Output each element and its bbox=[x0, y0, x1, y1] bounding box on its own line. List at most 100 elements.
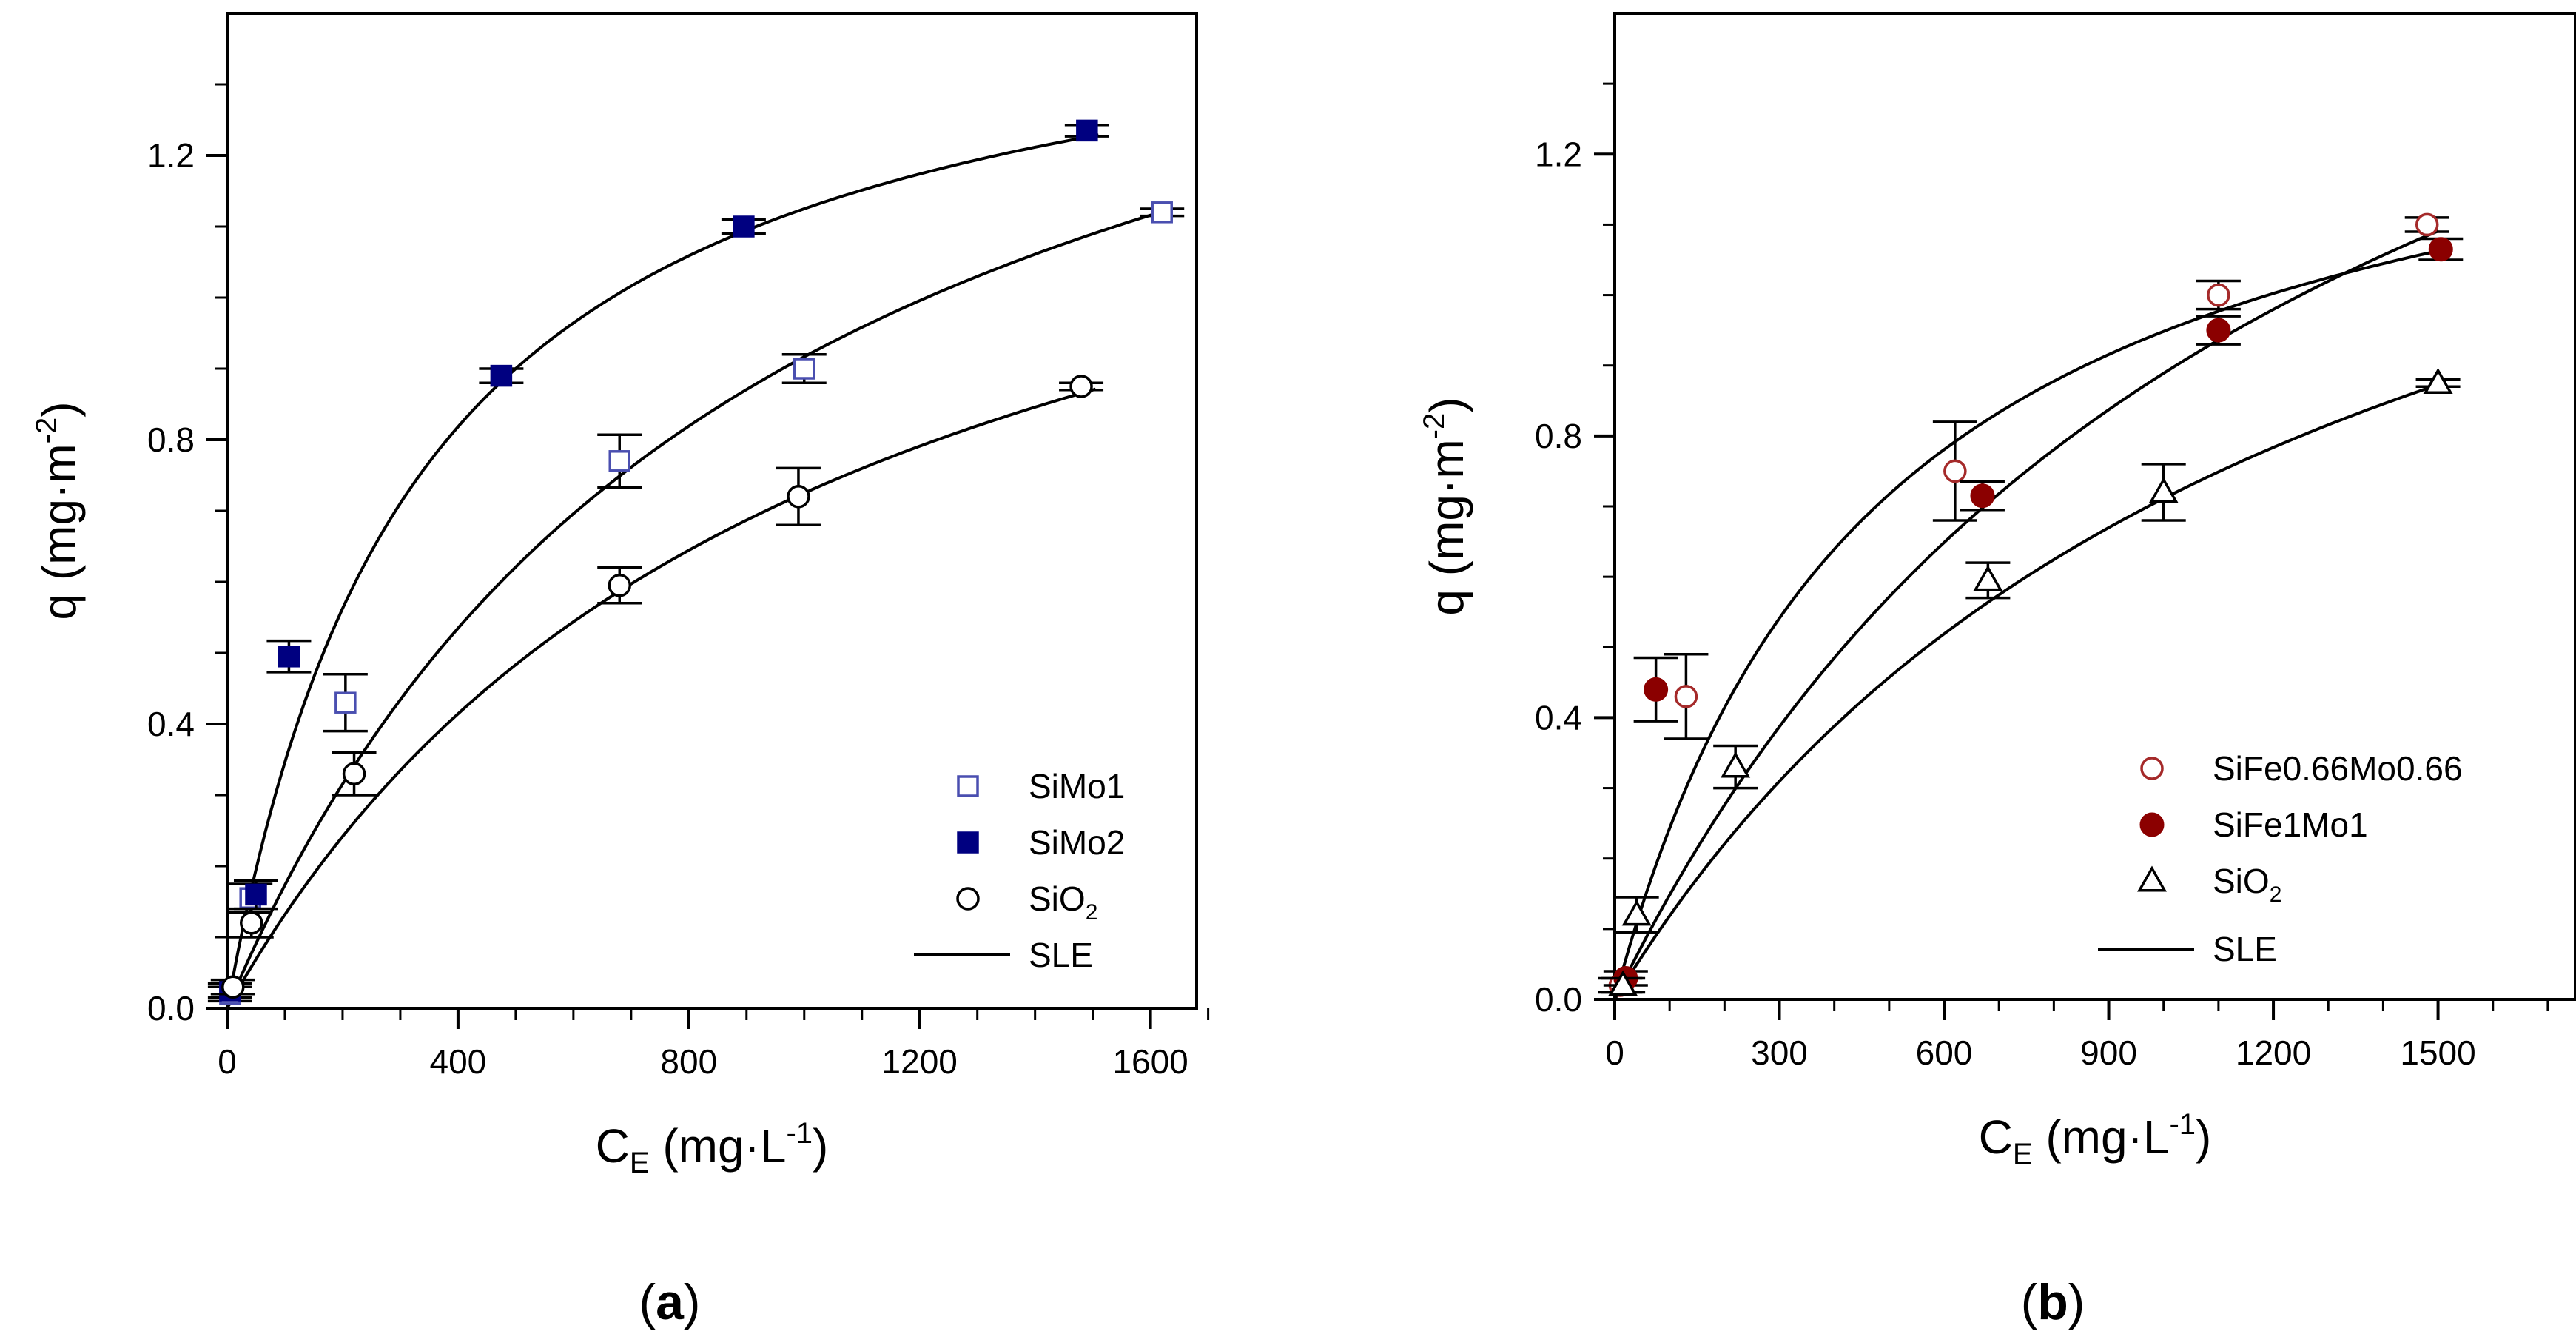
panel-label-open: ( bbox=[639, 1274, 656, 1330]
y-axis-label-main: q (mg·m bbox=[1420, 439, 1473, 615]
x-axis-label-unit: (mg·L bbox=[2033, 1110, 2170, 1164]
data-point bbox=[278, 646, 300, 668]
legend-label-main: SiFe1Mo1 bbox=[2213, 805, 2368, 844]
data-point bbox=[1973, 565, 2003, 591]
legend-label: SiO2 bbox=[2213, 862, 2281, 907]
series-sio bbox=[1601, 367, 2461, 996]
data-point bbox=[342, 762, 366, 785]
x-axis-label-sub: E bbox=[630, 1147, 650, 1179]
legend-label-sub: 2 bbox=[2270, 882, 2282, 907]
sle-fit-curve bbox=[1613, 383, 2439, 1001]
x-axis-label-close: ) bbox=[2196, 1110, 2211, 1164]
data-point bbox=[1674, 685, 1698, 708]
y-axis-label-close: ) bbox=[1420, 397, 1473, 412]
x-axis-label-unit: (mg·L bbox=[650, 1119, 787, 1173]
data-point bbox=[608, 574, 631, 597]
legend-label-main: SLE bbox=[1029, 936, 1093, 974]
legend-swatch bbox=[2140, 757, 2164, 780]
data-point bbox=[2148, 477, 2179, 503]
x-tick-label: 600 bbox=[1916, 1033, 1973, 1072]
y-tick-label: 0.0 bbox=[147, 989, 195, 1028]
sle-fit-curve bbox=[226, 133, 1099, 1009]
x-axis-label-main: C bbox=[596, 1119, 630, 1173]
legend: SiFe0.66Mo0.66 SiFe1Mo1 SiO2 SLE bbox=[2098, 749, 2463, 968]
sle-fit-curve bbox=[1613, 229, 2439, 1000]
legend-swatch bbox=[2139, 812, 2165, 837]
data-point bbox=[2206, 318, 2231, 343]
x-axis-label-main: C bbox=[1979, 1110, 2013, 1164]
legend-swatch bbox=[957, 775, 979, 797]
data-point bbox=[334, 691, 357, 714]
data-point bbox=[1608, 970, 1638, 996]
series-sife1mo1 bbox=[1603, 237, 2464, 991]
x-tick-label: 1200 bbox=[2236, 1033, 2311, 1072]
data-point bbox=[608, 450, 630, 472]
x-tick-label: 400 bbox=[430, 1042, 487, 1081]
y-tick-label: 0.8 bbox=[147, 420, 195, 459]
x-axis-label-close: ) bbox=[813, 1119, 828, 1173]
x-axis-label-sup: -1 bbox=[2169, 1108, 2196, 1141]
legend-label-sub: 2 bbox=[1086, 900, 1098, 925]
series-simo2 bbox=[207, 119, 1109, 1002]
y-axis-label-sup: -2 bbox=[1418, 413, 1450, 440]
data-point bbox=[1621, 899, 1652, 926]
sle-fit-curve bbox=[226, 387, 1097, 1009]
data-point bbox=[240, 911, 263, 935]
x-tick-label: 0 bbox=[218, 1042, 237, 1081]
legend-label: SiMo1 bbox=[1029, 767, 1125, 805]
y-tick-label: 0.4 bbox=[1535, 698, 1582, 737]
data-point bbox=[2415, 212, 2439, 237]
y-axis-label-close: ) bbox=[33, 401, 86, 417]
panel-label-letter: b bbox=[2037, 1274, 2068, 1330]
x-tick-label: 1200 bbox=[882, 1042, 958, 1081]
legend-label-main: SiFe0.66Mo0.66 bbox=[2213, 749, 2463, 788]
legend-label-main: SiO bbox=[2213, 862, 2270, 900]
data-point bbox=[787, 485, 810, 509]
legend-swatch bbox=[2136, 865, 2168, 892]
sle-fit-curve bbox=[226, 210, 1163, 1009]
data-point bbox=[221, 975, 245, 999]
x-axis-label: CE (mg·L-1) bbox=[1979, 1108, 2212, 1170]
y-axis-label: q (mg·m-2) bbox=[1418, 397, 1473, 615]
data-point bbox=[490, 364, 513, 387]
y-axis-label-main: q (mg·m bbox=[33, 443, 86, 620]
sle-fit-curve bbox=[1613, 248, 2444, 1000]
legend-label: SLE bbox=[1029, 936, 1093, 974]
y-tick-label: 1.2 bbox=[1535, 135, 1582, 173]
legend-label-main: SLE bbox=[2213, 930, 2277, 968]
data-point bbox=[1151, 201, 1173, 224]
data-point bbox=[2428, 237, 2453, 262]
y-tick-label: 0.0 bbox=[1535, 980, 1582, 1019]
data-point bbox=[2207, 283, 2230, 307]
series-sio bbox=[210, 375, 1104, 999]
legend-label-main: SiO bbox=[1029, 879, 1086, 918]
data-point bbox=[793, 358, 815, 380]
data-point bbox=[1943, 459, 1967, 483]
legend-label: SiO2 bbox=[1029, 879, 1097, 925]
data-point bbox=[1076, 119, 1098, 142]
legend-label: SiFe0.66Mo0.66 bbox=[2213, 749, 2463, 788]
plot-frame bbox=[1613, 12, 2576, 1001]
x-tick-label: 800 bbox=[660, 1042, 717, 1081]
legend-label: SiFe1Mo1 bbox=[2213, 805, 2368, 844]
legend-swatch bbox=[956, 887, 980, 911]
x-axis-label-sub: E bbox=[2013, 1138, 2033, 1170]
data-point bbox=[2423, 367, 2453, 394]
data-point bbox=[245, 883, 267, 906]
y-axis-label-sup: -2 bbox=[30, 418, 63, 444]
panel-label-open: ( bbox=[2021, 1274, 2038, 1330]
legend-label: SLE bbox=[2213, 930, 2277, 968]
panel-label-close: ) bbox=[2068, 1274, 2085, 1330]
x-axis-label-sup: -1 bbox=[786, 1117, 813, 1150]
legend-label: SiMo2 bbox=[1029, 823, 1125, 862]
data-point bbox=[1644, 677, 1669, 702]
x-axis-label: CE (mg·L-1) bbox=[596, 1117, 829, 1179]
x-tick-label: 0 bbox=[1605, 1033, 1624, 1072]
legend-swatch bbox=[957, 831, 979, 854]
y-tick-label: 0.4 bbox=[147, 705, 195, 743]
legend-label-main: SiMo1 bbox=[1029, 767, 1125, 805]
legend-label-main: SiMo2 bbox=[1029, 823, 1125, 862]
chart-panel-b: 0 300 600 900 1200 1500 0.0 0.4 0.8 1.2 CE (mg·L-1… bbox=[1418, 12, 2576, 1330]
